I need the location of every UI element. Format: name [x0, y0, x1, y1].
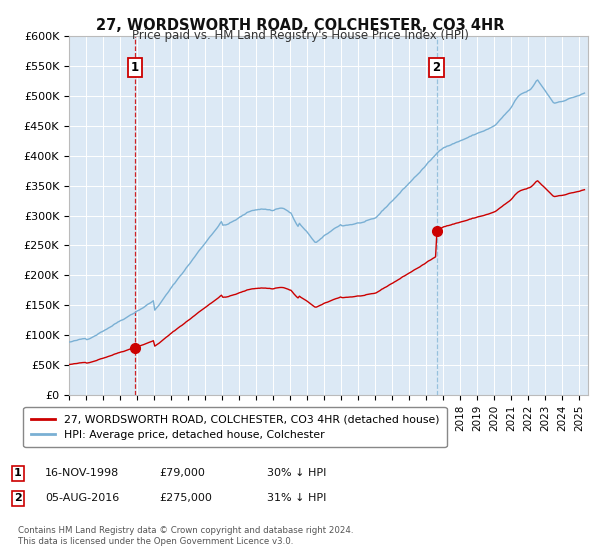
Text: This data is licensed under the Open Government Licence v3.0.: This data is licensed under the Open Gov… — [18, 538, 293, 547]
Text: Contains HM Land Registry data © Crown copyright and database right 2024.: Contains HM Land Registry data © Crown c… — [18, 526, 353, 535]
Text: 2: 2 — [433, 61, 440, 74]
Text: 31% ↓ HPI: 31% ↓ HPI — [267, 493, 326, 503]
Text: 2: 2 — [14, 493, 22, 503]
Text: Price paid vs. HM Land Registry's House Price Index (HPI): Price paid vs. HM Land Registry's House … — [131, 29, 469, 42]
Text: 30% ↓ HPI: 30% ↓ HPI — [267, 468, 326, 478]
Text: £275,000: £275,000 — [159, 493, 212, 503]
Text: 1: 1 — [14, 468, 22, 478]
Text: 16-NOV-1998: 16-NOV-1998 — [45, 468, 119, 478]
Text: 1: 1 — [131, 61, 139, 74]
Legend: 27, WORDSWORTH ROAD, COLCHESTER, CO3 4HR (detached house), HPI: Average price, d: 27, WORDSWORTH ROAD, COLCHESTER, CO3 4HR… — [23, 407, 446, 447]
Text: 05-AUG-2016: 05-AUG-2016 — [45, 493, 119, 503]
Text: 27, WORDSWORTH ROAD, COLCHESTER, CO3 4HR: 27, WORDSWORTH ROAD, COLCHESTER, CO3 4HR — [96, 18, 504, 33]
Text: £79,000: £79,000 — [159, 468, 205, 478]
